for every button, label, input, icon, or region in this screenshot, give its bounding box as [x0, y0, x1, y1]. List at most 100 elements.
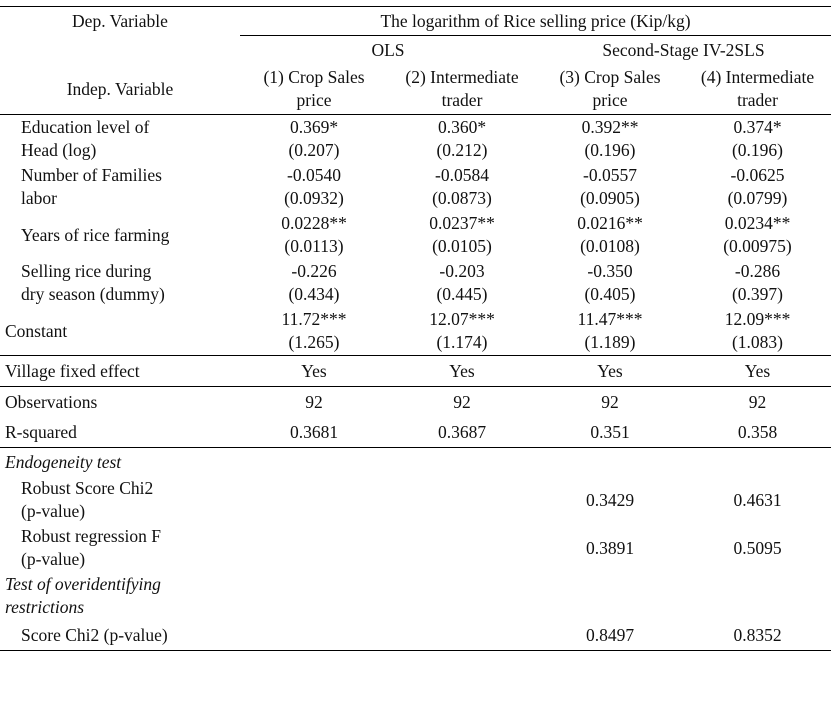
table-cell: -0.226 (0.434): [240, 259, 388, 307]
row-label-line2: (p-value): [21, 500, 86, 521]
coefficient: -0.0557: [583, 164, 637, 185]
coefficient: 0.392**: [581, 116, 639, 137]
coefficient: -0.0584: [435, 164, 489, 185]
header-row-groups: OLS Second-Stage IV-2SLS: [0, 35, 831, 64]
header-row-dependent: Dep. Variable The logarithm of Rice sell…: [0, 6, 831, 36]
table-cell: 0.369* (0.207): [240, 114, 388, 163]
coefficient: 12.07***: [429, 308, 495, 329]
column-header-1-line1: (1) Crop Sales: [263, 66, 365, 87]
regression-table: Dep. Variable The logarithm of Rice sell…: [0, 6, 831, 651]
table-cell: -0.350 (0.405): [536, 259, 684, 307]
table-cell: 0.0237** (0.0105): [388, 211, 536, 259]
coefficient: 0.374*: [733, 116, 782, 137]
table-row-years-farming: Years of rice farming 0.0228** (0.0113) 0…: [0, 211, 831, 259]
coefficient: 11.47***: [577, 308, 643, 329]
table-row-education: Education level of Head (log) 0.369* (0.20…: [0, 114, 831, 163]
row-label: R-squared: [0, 416, 240, 448]
standard-error: (0.0873): [432, 187, 492, 208]
table-cell: 0.360* (0.212): [388, 114, 536, 163]
standard-error: (0.397): [731, 283, 784, 304]
standard-error: (0.434): [288, 283, 340, 304]
table-row-robust-regression: Robust regression F (p-value) 0.3891 0.50…: [0, 524, 831, 572]
table-cell: 0.358: [684, 416, 831, 448]
header-spacer: [0, 35, 240, 64]
table-cell: -0.0625 (0.0799): [684, 163, 831, 211]
standard-error: (0.0105): [432, 235, 492, 256]
coefficient: -0.0540: [287, 164, 341, 185]
standard-error: (0.00975): [723, 235, 792, 256]
coefficient: -0.0625: [730, 164, 785, 185]
table-cell: 0.392** (0.196): [536, 114, 684, 163]
coefficient: 0.0237**: [429, 212, 495, 233]
row-label: Robust Score Chi2 (p-value): [0, 476, 240, 524]
table-cell: Yes: [388, 355, 536, 387]
table-cell: 0.3687: [388, 416, 536, 448]
table-cell: -0.0584 (0.0873): [388, 163, 536, 211]
table-cell: 0.3891: [585, 537, 635, 558]
table-row-village: Village fixed effect Yes Yes Yes Yes: [0, 355, 831, 387]
row-label-line1: Robust regression F: [21, 525, 161, 546]
table-cell: 92: [601, 391, 619, 412]
coefficient: -0.203: [439, 260, 485, 281]
column-header-4-line1: (4) Intermediate: [700, 66, 815, 87]
table-cell: 92: [453, 391, 471, 412]
standard-error: (0.0932): [284, 187, 344, 208]
table-cell-empty: [388, 524, 536, 572]
table-row-observations: Observations 92 92 92 92: [0, 386, 831, 417]
table-cell: 0.0234** (0.00975): [684, 211, 831, 259]
header-row-columns: Indep. Variable (1) Crop Sales price (2) …: [0, 63, 831, 115]
table-row-score-chi2: Score Chi2 (p-value) 0.8497 0.8352: [0, 619, 831, 651]
row-label-line2: (p-value): [21, 548, 86, 569]
table-cell: 0.0228** (0.0113): [240, 211, 388, 259]
table-cell: 0.3681: [240, 416, 388, 448]
coefficient: -0.350: [587, 260, 633, 281]
row-label: Number of Families labor: [0, 163, 240, 211]
indep-variable-label: Indep. Variable: [0, 63, 240, 115]
row-label-line1: Robust Score Chi2: [21, 477, 154, 498]
column-header-2-line1: (2) Intermediate: [405, 66, 519, 87]
standard-error: (0.196): [584, 139, 636, 160]
table-cell-empty: [240, 524, 388, 572]
section-title-overid: Test of overidentifying restrictions: [0, 572, 831, 620]
standard-error: (0.207): [288, 139, 340, 160]
section-title-line1: Test of overidentifying: [5, 573, 161, 594]
table-cell: 0.5095: [733, 537, 782, 558]
section-title-line2: restrictions: [5, 596, 85, 617]
standard-error: (0.0905): [580, 187, 640, 208]
column-header-2: (2) Intermediate trader: [388, 63, 536, 115]
row-label: Village fixed effect: [0, 355, 240, 387]
column-header-1-line2: price: [296, 89, 332, 110]
coefficient: -0.286: [734, 260, 781, 281]
table-cell: 0.351: [536, 416, 684, 448]
column-header-2-line2: trader: [441, 89, 483, 110]
row-label-line2: Head (log): [21, 139, 97, 160]
table-row-constant: Constant 11.72*** (1.265) 12.07*** (1.174)…: [0, 306, 831, 356]
table-cell: 92: [305, 391, 323, 412]
table-cell: 11.72*** (1.265): [240, 306, 388, 356]
coefficient: 0.0216**: [577, 212, 643, 233]
table-cell: 0.3429: [585, 489, 635, 510]
standard-error: (0.0113): [284, 235, 344, 256]
table-cell: 12.09*** (1.083): [684, 306, 831, 356]
table-cell: -0.203 (0.445): [388, 259, 536, 307]
table-cell-empty: [240, 619, 388, 651]
group-iv: Second-Stage IV-2SLS: [602, 39, 765, 60]
coefficient: 0.360*: [437, 116, 487, 137]
standard-error: (0.405): [584, 283, 636, 304]
group-ols: OLS: [371, 39, 405, 60]
row-label-line1: Number of Families: [21, 164, 162, 185]
standard-error: (0.196): [731, 139, 784, 160]
table-cell-empty: [388, 619, 536, 651]
column-header-4-line2: trader: [737, 89, 778, 110]
dep-variable-label: Dep. Variable: [0, 6, 240, 35]
row-label: Selling rice during dry season (dummy): [0, 259, 240, 307]
table-cell: -0.286 (0.397): [684, 259, 831, 307]
standard-error: (1.174): [436, 331, 488, 352]
dep-variable-value: The logarithm of Rice selling price (Kip…: [240, 6, 831, 36]
column-header-1: (1) Crop Sales price: [240, 63, 388, 115]
row-label: Score Chi2 (p-value): [0, 619, 240, 651]
table-cell-empty: [388, 476, 536, 524]
table-cell: 0.4631: [733, 489, 782, 510]
table-cell: 0.8352: [684, 619, 831, 651]
table-row-families-labor: Number of Families labor -0.0540 (0.0932) …: [0, 163, 831, 211]
